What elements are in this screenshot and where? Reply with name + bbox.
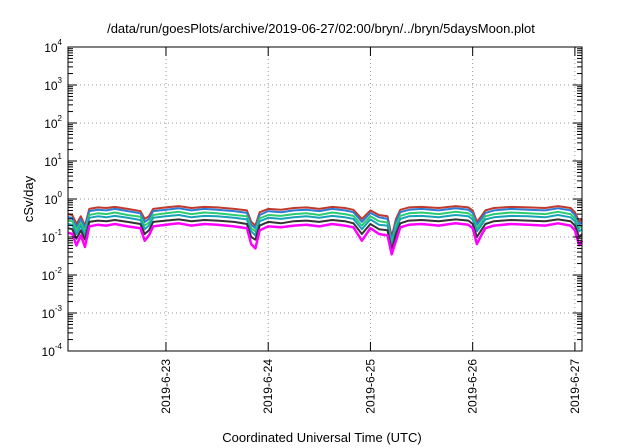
series-line-6	[67, 222, 584, 256]
x-tick-label: 2019-6-23	[159, 359, 173, 414]
x-tick-label: 2019-6-26	[466, 359, 480, 414]
y-tick-label: 102	[44, 114, 62, 131]
y-tick-label: 10-1	[42, 228, 63, 245]
y-tick-label: 103	[44, 76, 62, 93]
x-axis: 2019-6-23 2019-6-24 2019-6-25 2019-6-26 2019…	[159, 47, 582, 414]
chart-title: /data/run/goesPlots/archive/2019-06-27/0…	[107, 21, 535, 36]
y-tick-label: 10-3	[42, 304, 63, 321]
x-tick-label: 2019-6-24	[261, 359, 275, 414]
y-axis-label: cSv/day	[21, 175, 36, 222]
x-tick-label: 2019-6-25	[363, 359, 377, 414]
grid	[68, 47, 582, 351]
series-line-4	[67, 214, 583, 248]
y-tick-label: 104	[44, 38, 62, 55]
plot-area	[67, 205, 584, 256]
series-line-2	[67, 207, 583, 242]
y-tick-label: 10-2	[42, 266, 63, 283]
y-tick-label: 100	[44, 190, 62, 207]
series-line-3	[67, 210, 583, 246]
y-tick-label: 101	[44, 152, 62, 169]
x-tick-label: 2019-6-27	[568, 359, 582, 414]
series-line-1	[67, 205, 583, 238]
y-tick-label: 10-4	[42, 342, 63, 359]
x-axis-label: Coordinated Universal Time (UTC)	[222, 430, 421, 445]
y-axis: 10-4 10-3 10-2 10-1 100 101 102 103 104	[42, 38, 582, 359]
series-line-5	[67, 218, 583, 252]
